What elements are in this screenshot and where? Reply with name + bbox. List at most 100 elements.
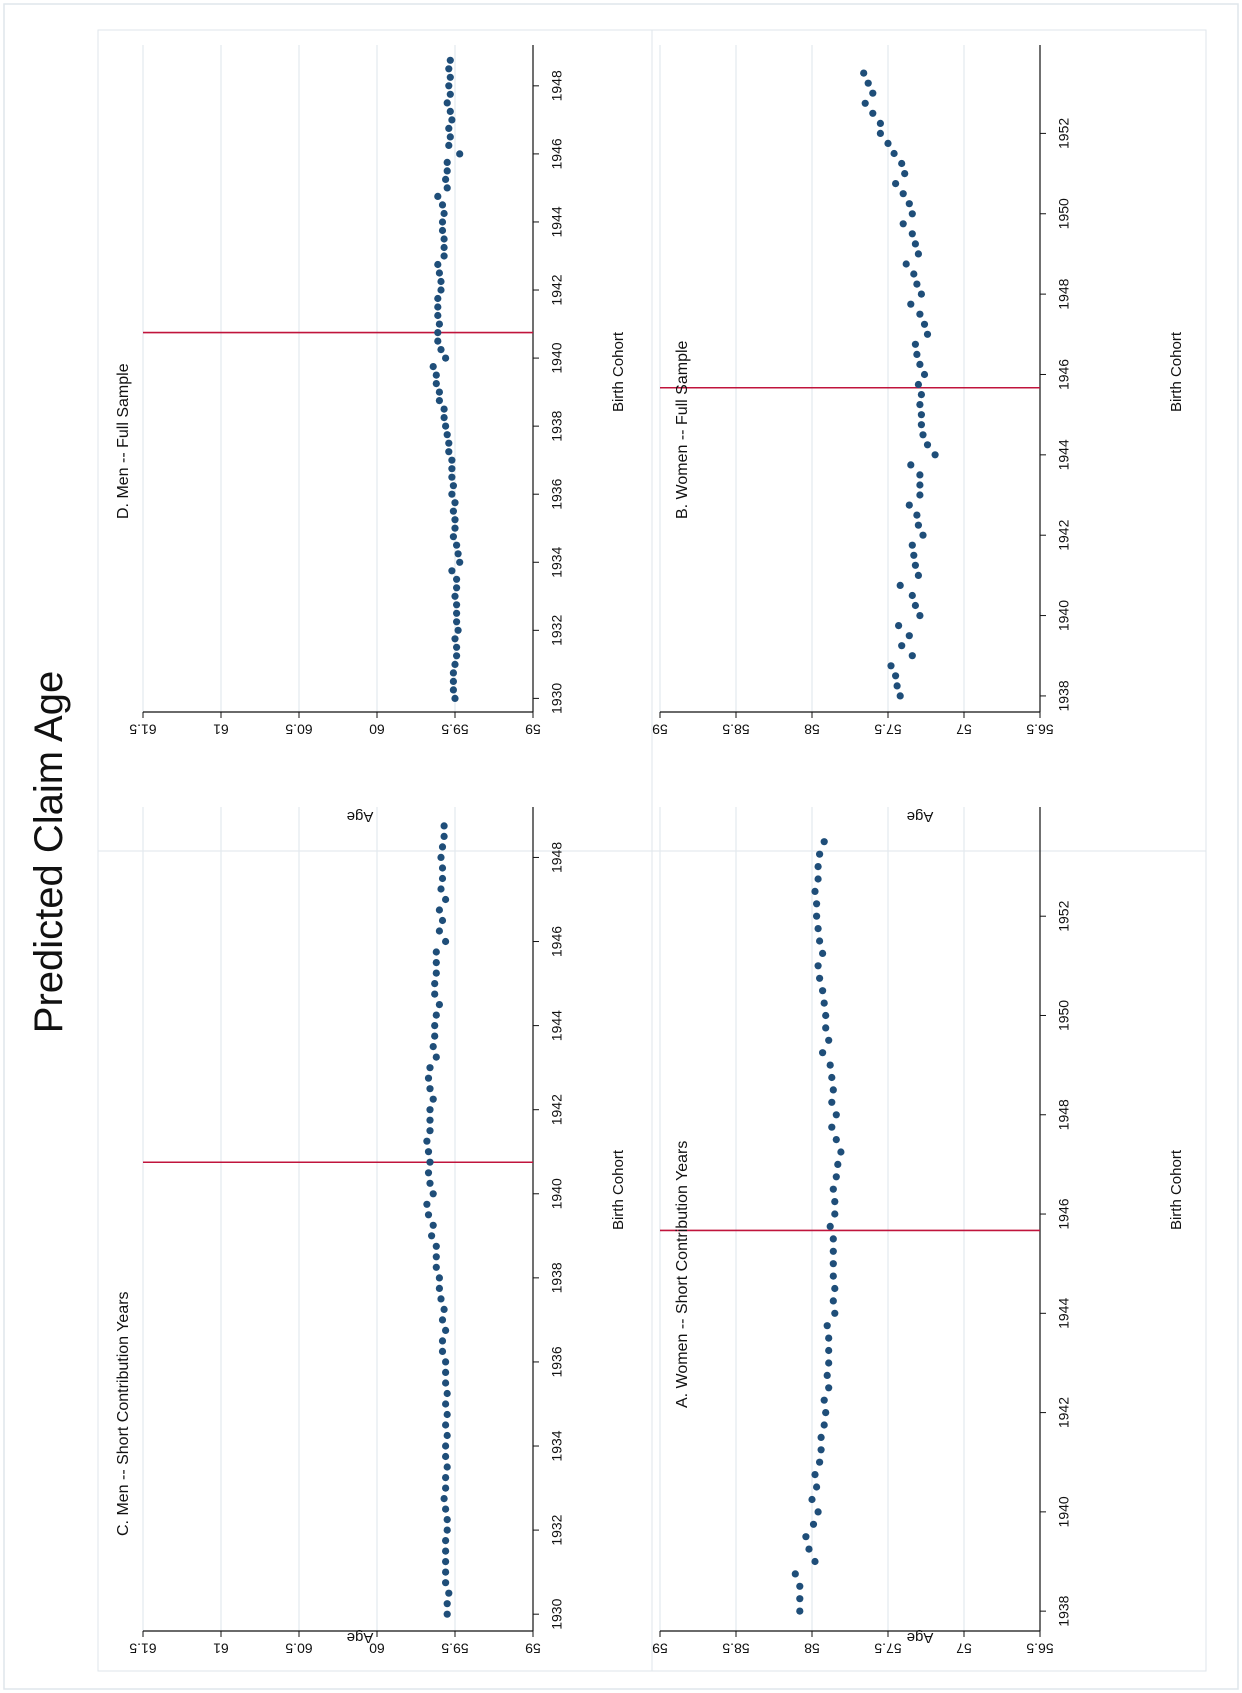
panel-c-marker [445,1589,453,1597]
panel-c-xtick-label: 1946 [549,926,565,957]
panel-b-ylabel: Age [907,808,934,825]
panel-d-marker [440,252,448,260]
panel-d-marker [448,567,456,575]
panel-b-marker [890,149,898,158]
panel-c-marker [426,1179,434,1187]
panel-d-ytick-label: 59.5 [441,721,468,737]
panel-d-marker [446,133,454,141]
panel-b-ytick-label: 57 [956,721,972,737]
panel-b-marker [908,210,916,218]
panel-b-marker [895,622,903,630]
panel-d-marker [449,677,457,686]
panel-c-marker [432,1053,440,1061]
panel-c-ytick-label: 60.5 [285,1640,312,1656]
panel-c-markers [423,822,453,1618]
panel-c-marker [440,822,448,830]
panel-a-xtick-label: 1952 [1056,900,1072,931]
panel-b-marker [916,310,924,318]
panel-b-marker [911,601,920,610]
panel-d-marker [451,524,459,532]
panel-a-marker [813,912,821,920]
panel-a-marker [802,1533,810,1541]
panel-c-ytick-label: 59 [525,1640,541,1656]
panel-a-ylabel: Age [907,1629,934,1646]
panel-c-marker [432,1253,440,1261]
panel-a-marker [820,1396,828,1404]
panel-c-marker [442,895,450,904]
panel-c-marker [426,1127,434,1135]
panel-d-marker [435,269,443,277]
panel-a-xtick-label: 1940 [1056,1496,1072,1527]
panel-a-marker [817,1433,825,1441]
panel-b-marker [869,109,877,117]
panel-d-ytick-label: 60.5 [285,721,312,737]
panel-a-marker [813,900,821,908]
panel-c-marker [438,1316,447,1324]
panel-c-marker [426,1116,434,1124]
panel-d-marker [448,490,456,498]
panel-d-marker [445,439,453,447]
panel-c-marker [440,1305,448,1313]
panel-b-marker [910,551,918,559]
panel-d-marker [449,669,457,677]
panel-b-ytick-label: 59 [652,721,668,737]
panel-a-marker [814,863,822,871]
panel-a-marker [822,1024,830,1032]
panel-a-marker [811,887,819,896]
panel-a-xtick-label: 1950 [1056,1000,1072,1031]
panel-b-marker [911,240,920,248]
panel-c-xtick-label: 1932 [549,1514,565,1545]
panel-d-marker [434,329,442,337]
panel-a-xlabel: Birth Cohort [1168,1149,1185,1230]
panel-c-xtick-label: 1948 [549,842,565,873]
panel-a-marker [822,1409,830,1417]
panel-a-marker [819,1049,827,1057]
panel-frame-b [651,29,1207,852]
panel-b-marker [914,250,923,258]
panel-d-marker [440,235,448,243]
panel-c-marker [426,1085,434,1093]
panel-b-marker [916,491,924,499]
panel-a-xtick-label: 1946 [1056,1198,1072,1229]
panel-d-ylabel: Age [347,808,374,825]
panel-c-marker [435,906,443,914]
panel-b-marker [923,441,932,449]
panel-c-marker [424,1074,433,1082]
panel-d-ytick-label: 61 [213,721,229,737]
panel-c-marker [437,853,445,862]
panel-d-marker [442,175,450,183]
panel-a-marker [822,1011,830,1020]
panel-c-marker [442,1442,450,1450]
panel-b-women-full-sample: 56.5 57 57.5 58 58.5 59 1938 1940 1942 1944 1946 19… [652,45,1185,825]
panel-b-marker [898,642,906,650]
panel-b-marker [899,220,907,228]
panel-c-ytick-label: 61.5 [129,1640,156,1656]
panel-c-ytick-label: 59.5 [441,1640,468,1656]
panel-d-marker [445,124,453,132]
panel-c-marker [429,1043,437,1051]
panel-b-marker [916,360,924,368]
panel-b-marker [931,451,939,459]
panel-b-marker [916,471,924,479]
panel-c-marker [426,1106,434,1114]
panel-a-xtick-label: 1948 [1056,1099,1072,1130]
panel-c-marker [435,1284,443,1292]
panel-a-marker [825,1346,833,1355]
panel-d-marker [435,397,443,405]
panel-b-marker [860,69,868,77]
panel-b-marker [917,421,926,429]
panel-c-marker [442,1474,450,1482]
panel-b-marker [917,391,926,399]
panel-a-grid [659,807,965,1631]
panel-b-ytick-label: 58.5 [722,721,749,737]
panel-d-marker [456,150,464,158]
panel-b-marker [896,692,904,700]
panel-d-marker [445,65,453,73]
panel-d-marker [432,380,440,388]
panel-d-marker [453,575,461,583]
panel-d-marker [449,482,457,490]
panel-a-marker [828,1098,836,1106]
panel-d-xtick-label: 1930 [549,683,565,714]
panel-a-marker [829,1235,837,1243]
